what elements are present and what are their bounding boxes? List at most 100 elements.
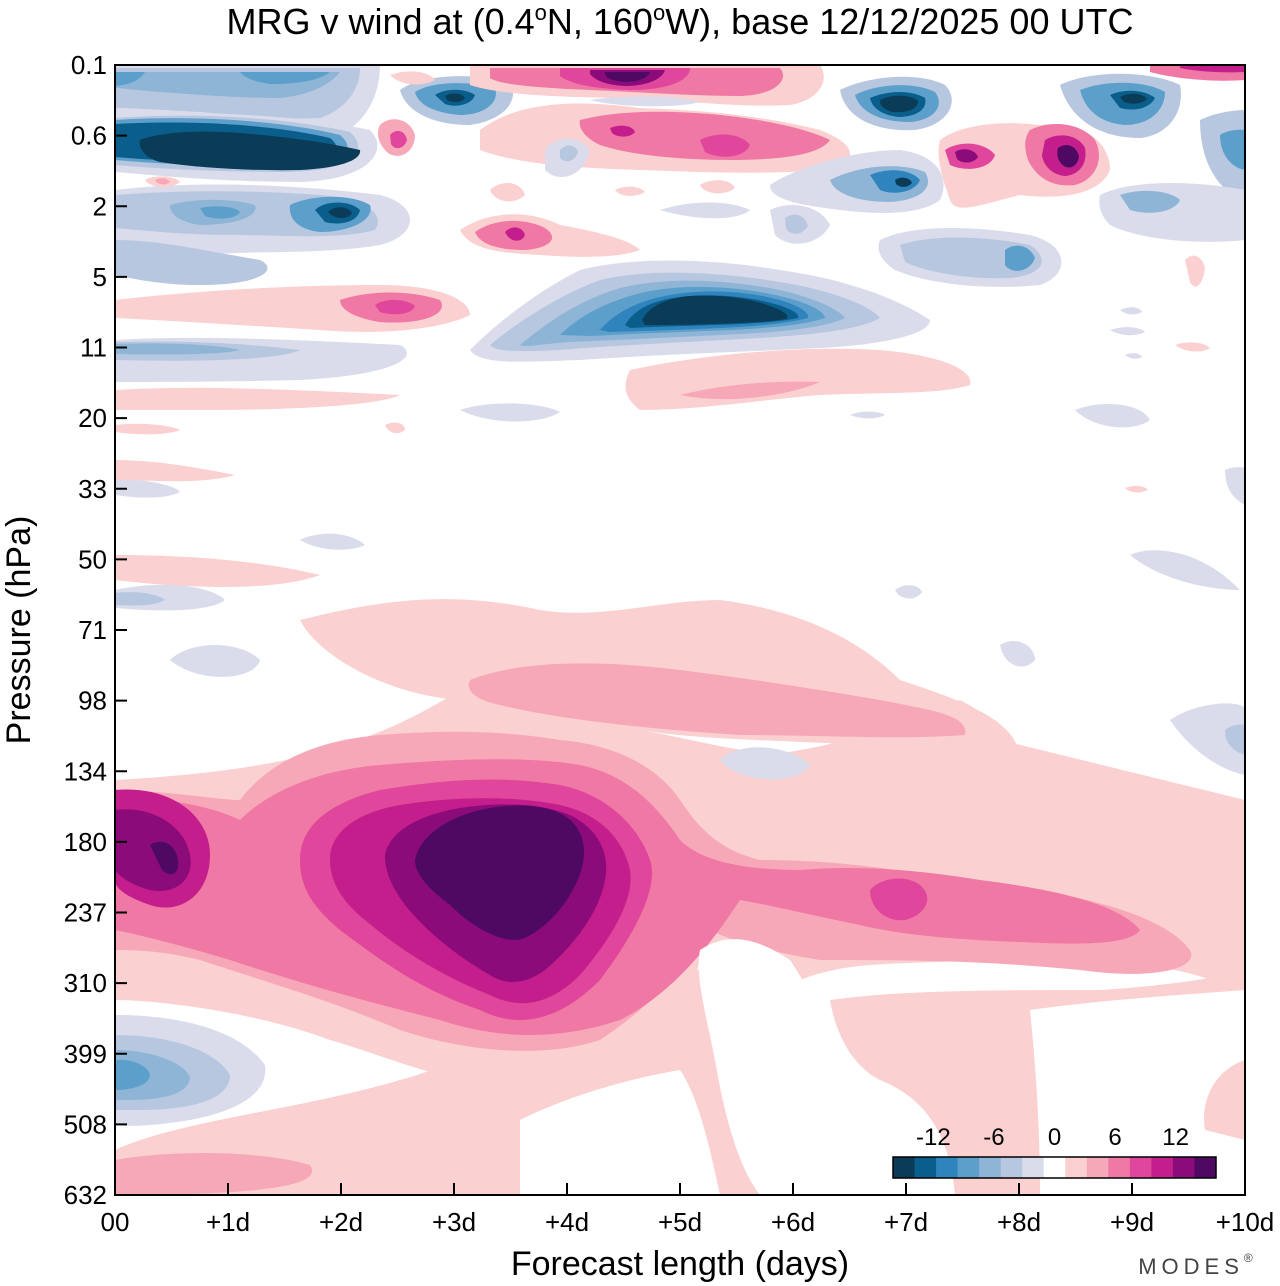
contour-field bbox=[115, 65, 1245, 1195]
x-tick-label: +1d bbox=[206, 1207, 250, 1237]
negative-top-mid-4 bbox=[445, 93, 465, 103]
negative-right-98-inner bbox=[1225, 724, 1245, 755]
positive-region-mid-inner bbox=[468, 663, 966, 738]
x-tick-label: +9d bbox=[1110, 1207, 1154, 1237]
positive-band-30 bbox=[115, 460, 235, 482]
registered-mark: ® bbox=[1244, 1251, 1258, 1265]
negative-band-2-core-2 bbox=[200, 206, 240, 219]
y-tick-label: 98 bbox=[78, 686, 107, 716]
positive-right-12 bbox=[1175, 342, 1210, 352]
neutral-gap-lower-right bbox=[698, 939, 850, 1195]
y-tick-label: 399 bbox=[64, 1039, 107, 1069]
x-tick-label: +5d bbox=[658, 1207, 702, 1237]
x-tick-label: +6d bbox=[771, 1207, 815, 1237]
y-tick-label: 11 bbox=[80, 333, 107, 363]
negative-band-20 bbox=[460, 403, 560, 422]
positive-band-3-core bbox=[505, 227, 525, 241]
positive-band-0.6-mid-4 bbox=[610, 125, 635, 137]
positive-right-35 bbox=[1125, 485, 1148, 493]
negative-right-8-a bbox=[1110, 327, 1145, 336]
positive-right-upper-6 bbox=[955, 149, 978, 163]
positive-band-0.6-mid-3 bbox=[700, 134, 750, 157]
colorbar-swatch bbox=[1194, 1157, 1217, 1178]
negative-strat-2-mid bbox=[660, 202, 750, 219]
colorbar-swatch bbox=[1065, 1157, 1088, 1178]
positive-small-2b bbox=[490, 183, 525, 202]
colorbar-swatch bbox=[1022, 1157, 1045, 1178]
positive-top-5 bbox=[605, 72, 650, 82]
colorbar-swatch bbox=[1000, 1157, 1023, 1178]
positive-band-6-core bbox=[375, 299, 415, 315]
negative-small-33-right bbox=[1225, 467, 1245, 505]
x-tick-label: +3d bbox=[432, 1207, 476, 1237]
y-tick-label: 310 bbox=[64, 968, 107, 998]
negative-band-2-core-5 bbox=[328, 207, 352, 219]
positive-small-20-left bbox=[115, 423, 180, 435]
positive-band-50 bbox=[115, 555, 320, 587]
positive-band-20 bbox=[115, 387, 400, 410]
y-tick-label: 0.1 bbox=[71, 50, 107, 80]
colorbar-swatch bbox=[957, 1157, 980, 1178]
negative-right-15 bbox=[850, 411, 885, 419]
negative-band-4 bbox=[115, 240, 268, 285]
positive-small-7d bbox=[870, 878, 928, 921]
y-axis: 0.1 0.6 2 5 11 20 33 50 71 98 134 180 237 310 399 508 63… bbox=[64, 50, 127, 1210]
positive-band-0.6-mid-2 bbox=[579, 111, 830, 160]
negative-top-left-5 bbox=[115, 72, 145, 86]
colorbar-label: -12 bbox=[916, 1124, 951, 1151]
positive-right-top-inner bbox=[1180, 65, 1245, 73]
colorbar-swatch bbox=[1172, 1157, 1195, 1178]
negative-right-5-3 bbox=[1005, 245, 1035, 271]
positive-small-0.6-left-2 bbox=[390, 130, 407, 149]
x-tick-label: +2d bbox=[319, 1207, 363, 1237]
colorbar: -12 -6 0 6 12 bbox=[892, 1124, 1217, 1179]
negative-right-top-4 bbox=[1120, 93, 1147, 104]
colorbar-label: -6 bbox=[983, 1124, 1004, 1151]
negative-right-8-b bbox=[1120, 307, 1142, 315]
negative-small-33 bbox=[115, 479, 180, 498]
positive-small-0.1-left bbox=[390, 71, 435, 85]
y-axis-label: Pressure (hPa) bbox=[0, 516, 38, 745]
neutral-gap-lower-mid bbox=[520, 1070, 720, 1195]
negative-band-20-right bbox=[1075, 404, 1150, 428]
positive-small-1.5 bbox=[615, 186, 645, 196]
positive-small-20-b bbox=[385, 422, 405, 434]
positive-small-1b bbox=[155, 178, 170, 185]
negative-small-134 bbox=[720, 747, 810, 780]
negative-small-98 bbox=[170, 645, 260, 677]
x-tick-label: 00 bbox=[101, 1207, 130, 1237]
x-tick-label: +10d bbox=[1216, 1207, 1275, 1237]
x-tick-label: +8d bbox=[997, 1207, 1041, 1237]
positive-right-upper-4 bbox=[1057, 144, 1079, 168]
colorbar-label: 6 bbox=[1108, 1124, 1121, 1151]
negative-right-5-2 bbox=[900, 237, 1042, 279]
negative-small-8d bbox=[1000, 640, 1035, 667]
y-tick-label: 508 bbox=[64, 1109, 107, 1139]
x-tick-label: +4d bbox=[545, 1207, 589, 1237]
x-axis: 00 +1d +2d +3d +4d +5d +6d +7d +8d +9d +10d bbox=[101, 1183, 1275, 1237]
colorbar-swatch bbox=[936, 1157, 959, 1178]
colorbar-swatch bbox=[1108, 1157, 1131, 1178]
negative-right-far-inner bbox=[1220, 129, 1245, 170]
y-tick-label: 71 bbox=[78, 615, 107, 645]
negative-right-mid-3 bbox=[870, 170, 920, 193]
colorbar-swatch bbox=[1086, 1157, 1109, 1178]
x-axis-label: Forecast length (days) bbox=[511, 1245, 849, 1283]
y-tick-label: 237 bbox=[64, 898, 107, 928]
positive-small-2 bbox=[700, 180, 735, 194]
negative-right-mid-4 bbox=[895, 177, 912, 187]
positive-right-6 bbox=[1185, 255, 1205, 287]
negative-right-12-b bbox=[1125, 353, 1142, 359]
neutral-gap-lower-right-3 bbox=[1030, 990, 1245, 1195]
negative-minimum-0.6 bbox=[139, 131, 361, 171]
colorbar-swatch bbox=[1043, 1157, 1066, 1178]
positive-bottom-left bbox=[115, 1153, 313, 1195]
negative-right-55 bbox=[1130, 550, 1240, 590]
colorbar-frame bbox=[892, 1156, 1217, 1179]
negative-band-11-core bbox=[115, 343, 240, 355]
y-tick-label: 180 bbox=[64, 827, 107, 857]
colorbar-label: 0 bbox=[1048, 1124, 1061, 1151]
x-tick-label: +7d bbox=[884, 1207, 928, 1237]
y-tick-label: 134 bbox=[64, 756, 107, 786]
